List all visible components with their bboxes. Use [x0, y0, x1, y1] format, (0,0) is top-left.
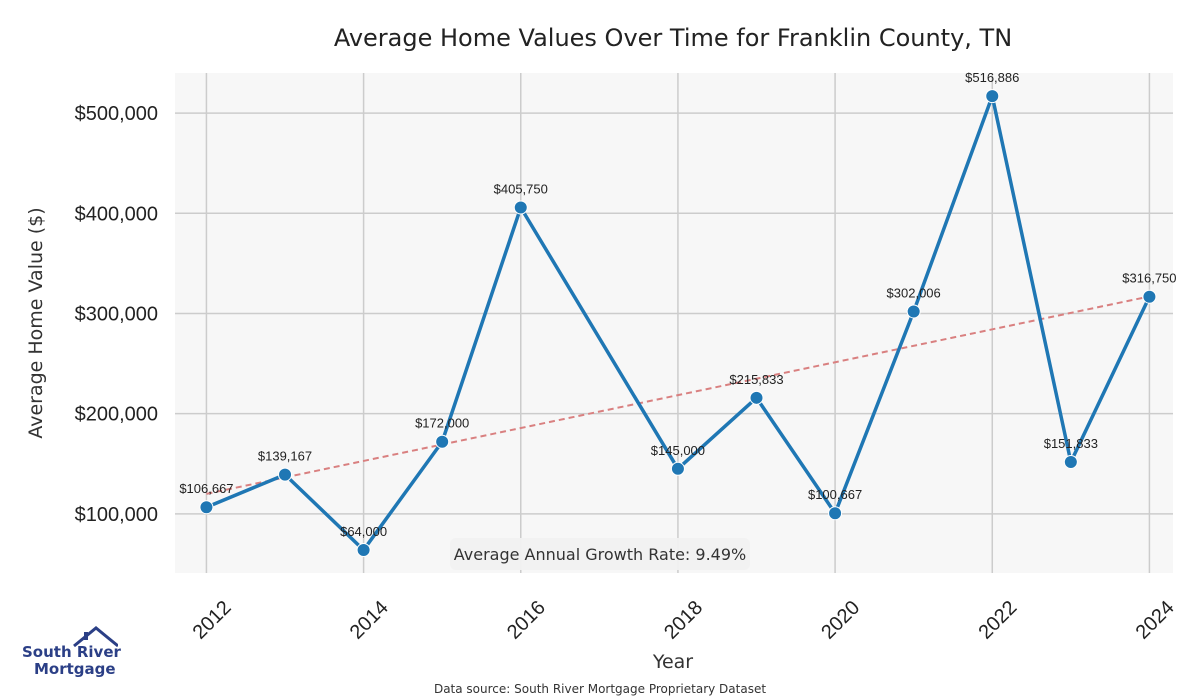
data-label: $172,000 — [415, 416, 469, 431]
y-tick-label: $500,000 — [75, 103, 158, 125]
data-point — [1142, 289, 1157, 304]
x-tick-labels: 2012 2014 2016 2018 2020 2022 2024 — [189, 597, 1179, 644]
logo-line-1: South River — [22, 643, 121, 661]
y-tick-label: $300,000 — [75, 303, 158, 325]
x-tick-label: 2020 — [817, 597, 864, 644]
y-axis-label: Average Home Value ($) — [25, 207, 47, 438]
company-logo: South River Mortgage — [22, 644, 121, 678]
data-points — [199, 89, 1157, 557]
data-point — [356, 542, 371, 557]
data-point — [435, 434, 450, 449]
data-label: $151,833 — [1044, 436, 1098, 451]
data-label: $316,750 — [1122, 271, 1176, 286]
data-point — [828, 506, 843, 521]
x-tick-label: 2024 — [1132, 597, 1179, 644]
data-point — [199, 500, 214, 515]
grid-lines — [175, 73, 1173, 573]
data-point — [278, 467, 293, 482]
trend-line — [206, 295, 1150, 495]
data-point — [670, 461, 685, 476]
x-tick-label: 2018 — [660, 597, 707, 644]
series-line — [205, 94, 1152, 552]
data-point — [1063, 454, 1078, 469]
data-source-note: Data source: South River Mortgage Propri… — [434, 682, 766, 696]
data-label: $145,000 — [651, 443, 705, 458]
logo-line-2: Mortgage — [34, 660, 116, 678]
data-label: $516,886 — [965, 70, 1019, 85]
data-label: $302,006 — [887, 285, 941, 300]
chart-title: Average Home Values Over Time for Frankl… — [334, 24, 1012, 52]
house-roof-icon — [73, 626, 118, 648]
data-label: $64,000 — [340, 524, 387, 539]
y-tick-labels: $100,000 $200,000 $300,000 $400,000 $500,000 — [75, 103, 158, 526]
data-point — [513, 200, 528, 215]
x-tick-label: 2022 — [974, 597, 1021, 644]
x-tick-label: 2016 — [503, 597, 550, 644]
y-tick-label: $400,000 — [75, 203, 158, 225]
data-point — [906, 304, 921, 319]
growth-rate-text: Average Annual Growth Rate: 9.49% — [454, 545, 746, 564]
data-labels: $106,667 $139,167 $64,000 $172,000 $405,750 $… — [179, 70, 1176, 539]
data-point — [749, 390, 764, 405]
x-tick-label: 2012 — [189, 597, 236, 644]
growth-rate-annotation: Average Annual Growth Rate: 9.49% — [450, 538, 750, 570]
x-axis-label: Year — [652, 651, 693, 673]
data-label: $139,167 — [258, 449, 312, 464]
data-point — [985, 89, 1000, 104]
data-label: $106,667 — [179, 481, 233, 496]
y-tick-label: $200,000 — [75, 404, 158, 426]
y-tick-label: $100,000 — [75, 504, 158, 526]
x-tick-label: 2014 — [346, 597, 393, 644]
data-label: $405,750 — [494, 182, 548, 197]
data-label: $215,833 — [729, 372, 783, 387]
data-label: $100,667 — [808, 487, 862, 502]
